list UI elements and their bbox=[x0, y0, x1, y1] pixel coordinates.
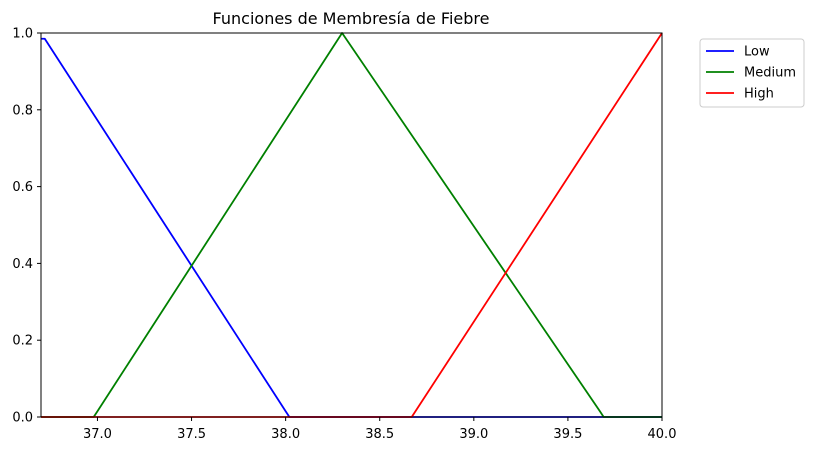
x-tick-label: 38.5 bbox=[365, 427, 394, 442]
legend-label-low: Low bbox=[744, 45, 770, 60]
x-tick-label: 37.0 bbox=[83, 427, 112, 442]
legend-label-high: High bbox=[744, 87, 774, 102]
y-tick-label: 0.6 bbox=[12, 180, 33, 195]
x-tick-label: 39.5 bbox=[553, 427, 582, 442]
plot-frame bbox=[40, 32, 663, 418]
y-axis: 0.0 0.2 0.4 0.6 0.8 1.0 bbox=[12, 27, 41, 426]
y-tick-label: 0.8 bbox=[12, 103, 33, 118]
x-tick-label: 39.0 bbox=[459, 427, 488, 442]
y-tick-label: 0.0 bbox=[12, 411, 33, 426]
series-layer bbox=[41, 32, 663, 418]
series-line-high bbox=[41, 32, 663, 418]
legend: Low Medium High bbox=[699, 38, 805, 108]
legend-label-medium: Medium bbox=[744, 66, 796, 81]
series-line-low bbox=[41, 37, 662, 418]
y-tick-label: 0.4 bbox=[12, 257, 33, 272]
x-tick-label: 38.0 bbox=[271, 427, 300, 442]
x-axis: 37.0 37.5 38.0 38.5 39.0 39.5 40.0 bbox=[83, 417, 676, 442]
x-tick-label: 40.0 bbox=[648, 427, 677, 442]
y-tick-label: 0.2 bbox=[12, 334, 33, 349]
x-tick-label: 37.5 bbox=[177, 427, 206, 442]
y-tick-label: 1.0 bbox=[12, 27, 33, 42]
series-line-medium bbox=[41, 32, 662, 418]
chart-title: Funciones de Membresía de Fiebre bbox=[213, 9, 490, 28]
legend-box bbox=[699, 38, 805, 108]
